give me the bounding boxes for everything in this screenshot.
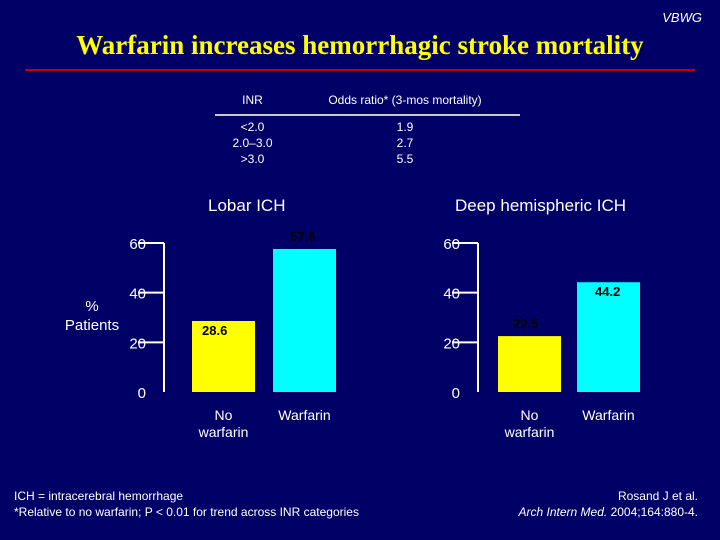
y-tick-label: 40 xyxy=(443,286,460,303)
bar xyxy=(273,248,336,392)
citation-details: 2004;164:880-4. xyxy=(607,505,698,519)
table-row: >3.0 5.5 xyxy=(215,151,520,167)
y-tick-label: 60 xyxy=(443,236,460,253)
table-header-row: INR Odds ratio* (3-mos mortality) xyxy=(215,88,520,112)
table-row: <2.0 1.9 xyxy=(215,119,520,135)
footnote-relative: *Relative to no warfarin; P < 0.01 for t… xyxy=(14,505,359,519)
citation-source: Arch Intern Med. 2004;164:880-4. xyxy=(519,504,698,520)
inr-odds-table: INR Odds ratio* (3-mos mortality) <2.0 1… xyxy=(215,88,520,167)
data-label: 44.2 xyxy=(595,284,620,299)
y-tick-label: 40 xyxy=(129,286,146,303)
y-tick-label: 20 xyxy=(129,335,146,352)
x-category-label: No xyxy=(521,407,539,423)
title-divider xyxy=(25,69,695,71)
data-label: 22.5 xyxy=(513,316,538,331)
table-header-inr: INR xyxy=(242,93,263,107)
x-category-label: warfarin xyxy=(504,424,555,440)
table-cell-inr: >3.0 xyxy=(240,152,265,166)
x-category-label: Warfarin xyxy=(582,407,634,423)
footnotes-left: ICH = intracerebral hemorrhage *Relative… xyxy=(14,488,359,520)
chart-title-deep: Deep hemispheric ICH xyxy=(455,196,627,215)
brand-label: VBWG xyxy=(662,10,702,25)
y-tick-label: 20 xyxy=(443,335,460,352)
citation-authors: Rosand J et al. xyxy=(617,489,698,503)
x-category-label: No xyxy=(215,407,233,423)
x-category-label: Warfarin xyxy=(278,407,330,423)
y-tick-label: 60 xyxy=(129,236,146,253)
table-cell-odds: 1.9 xyxy=(396,120,414,134)
y-axis-title: % Patients xyxy=(52,297,132,335)
table-cell-inr: 2.0–3.0 xyxy=(232,136,273,150)
table-header-divider xyxy=(215,114,520,116)
table-header-odds-ratio: Odds ratio* (3-mos mortality) xyxy=(328,93,482,107)
table-cell-odds: 5.5 xyxy=(396,152,414,166)
table-cell-odds: 2.7 xyxy=(396,136,414,150)
footnote-abbrev: ICH = intracerebral hemorrhage xyxy=(14,489,184,503)
y-tick-label: 0 xyxy=(452,385,460,402)
chart-title-lobar: Lobar ICH xyxy=(208,196,286,215)
y-axis-title-line: % xyxy=(85,298,99,315)
data-label: 57.6 xyxy=(290,229,315,244)
citation: Rosand J et al. Arch Intern Med. 2004;16… xyxy=(519,488,698,520)
slide-title: Warfarin increases hemorrhagic stroke mo… xyxy=(76,30,644,60)
bar xyxy=(498,336,561,392)
y-tick-label: 0 xyxy=(138,385,146,402)
bar xyxy=(577,282,640,392)
citation-journal: Arch Intern Med. xyxy=(518,505,608,519)
data-label: 28.6 xyxy=(202,323,227,338)
table-cell-inr: <2.0 xyxy=(240,120,265,134)
x-category-label: warfarin xyxy=(198,424,249,440)
table-row: 2.0–3.0 2.7 xyxy=(215,135,520,151)
bar xyxy=(192,320,255,392)
y-axis-title-line: Patients xyxy=(64,317,120,334)
